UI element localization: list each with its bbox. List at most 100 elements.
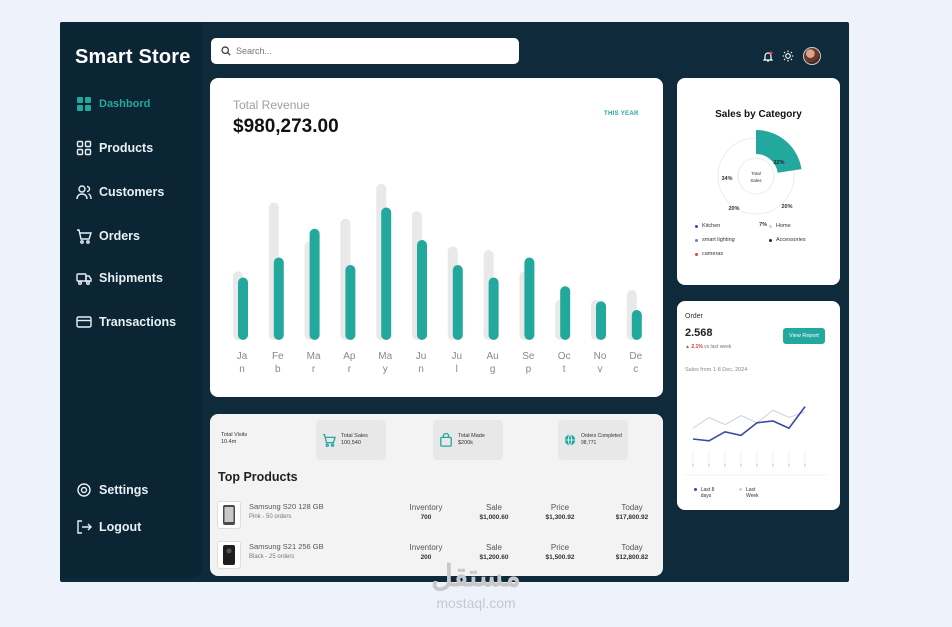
tick-mark bbox=[708, 464, 710, 466]
column-header: Price bbox=[550, 543, 570, 552]
app-window: Smart Store Dashbord Products Customers … bbox=[60, 22, 849, 582]
product-sub: Pink - 50 orders bbox=[249, 514, 292, 520]
gear-icon bbox=[77, 483, 91, 497]
sales-by-category-card: Sales by Category Total Sales 22% 20% 7% 20% 3… bbox=[677, 78, 840, 285]
stat-orders-completed[interactable]: Orders Completed 98,771 bbox=[558, 420, 628, 460]
month-label: Oc t bbox=[557, 351, 571, 375]
sidebar-item-customers[interactable]: Customers bbox=[76, 184, 164, 200]
search-icon bbox=[221, 46, 231, 56]
cart-icon bbox=[322, 434, 336, 447]
bar-this-year[interactable] bbox=[273, 257, 284, 341]
month-label: Ma r bbox=[306, 351, 321, 375]
table-row[interactable]: Samsung S20 128 GB Pink - 50 orders Inve… bbox=[210, 499, 663, 533]
month-label: Fe b bbox=[271, 351, 284, 375]
series-last-week bbox=[692, 409, 806, 429]
product-image bbox=[217, 541, 241, 569]
bar-this-year[interactable] bbox=[452, 265, 463, 340]
avatar[interactable] bbox=[803, 47, 821, 65]
column-header: Sale bbox=[485, 503, 502, 512]
stat-total-made[interactable]: Total Made $200k bbox=[433, 420, 503, 460]
legend-label: Home bbox=[776, 223, 791, 229]
bar-this-year[interactable] bbox=[238, 277, 248, 341]
col-inventory: Inventory 700 bbox=[396, 503, 456, 521]
bar-this-year[interactable] bbox=[596, 301, 606, 340]
column-header: Today bbox=[621, 543, 643, 552]
column-header: Inventory bbox=[409, 503, 443, 512]
order-card: Order 2.568 ▲ 2.1% vs last week View Rep… bbox=[677, 301, 840, 510]
product-image bbox=[217, 501, 241, 529]
order-range: Sales from 1-8 Dec, 2024 bbox=[685, 367, 748, 373]
stat-value: 98,771 bbox=[581, 440, 597, 446]
sidebar-item-dashboard[interactable]: Dashbord bbox=[76, 96, 150, 112]
change-text: vs last week bbox=[704, 344, 732, 350]
stat-label: Orders Completed bbox=[581, 433, 622, 439]
order-label: Order bbox=[685, 313, 703, 320]
cell-value: $12,800.82 bbox=[615, 554, 649, 561]
logout-icon bbox=[77, 520, 92, 534]
table-row[interactable]: Samsung S21 256 GB Black - 25 orders Inv… bbox=[210, 539, 663, 573]
bar-this-year[interactable] bbox=[524, 257, 535, 341]
stat-total-visits: Total Visits 10.4m bbox=[221, 432, 247, 446]
legend-label: Kitchen bbox=[702, 223, 721, 229]
order-change: ▲ 2.1% vs last week bbox=[685, 344, 732, 350]
watermark-latin: mostaql.com bbox=[436, 595, 516, 611]
bar-this-year[interactable] bbox=[560, 286, 571, 340]
search-bar[interactable] bbox=[211, 38, 519, 64]
view-report-button[interactable]: View Report bbox=[783, 328, 825, 344]
sidebar-item-settings[interactable]: Settings bbox=[76, 482, 148, 498]
cart-icon bbox=[77, 229, 92, 244]
stat-label: Total Sales bbox=[341, 433, 368, 439]
legend-label: Accessories bbox=[776, 237, 806, 243]
donut-center-label: Sales bbox=[750, 178, 762, 183]
bar-this-year[interactable] bbox=[417, 240, 427, 340]
legend-item: Kitchen bbox=[695, 223, 720, 229]
bar-this-year[interactable] bbox=[488, 277, 499, 341]
sidebar-item-transactions[interactable]: Transactions bbox=[76, 314, 176, 330]
bar-this-year[interactable] bbox=[631, 310, 642, 340]
sidebar-item-label: Orders bbox=[99, 229, 140, 243]
slice-label: 7% bbox=[759, 222, 767, 228]
stat-value: $200k bbox=[458, 440, 473, 446]
legend-swatch bbox=[695, 224, 698, 228]
revenue-value: $980,273.00 bbox=[233, 116, 339, 137]
tick-mark bbox=[804, 464, 806, 466]
dashboard-icon bbox=[77, 97, 91, 111]
truck-icon bbox=[76, 273, 92, 285]
donut-slice-highlight[interactable] bbox=[756, 130, 802, 173]
bar-this-year[interactable] bbox=[345, 265, 356, 340]
legend-swatch bbox=[694, 488, 697, 491]
legend-label: Last Week bbox=[745, 487, 759, 499]
legend-swatch bbox=[695, 252, 698, 256]
sidebar-item-logout[interactable]: Logout bbox=[76, 519, 141, 535]
stat-value: 10.4m bbox=[221, 439, 237, 445]
month-label: Ju n bbox=[415, 351, 427, 375]
slice-label: 20% bbox=[781, 204, 792, 210]
search-input[interactable] bbox=[236, 46, 496, 56]
sidebar-item-label: Customers bbox=[99, 185, 165, 199]
period-selector[interactable]: THIS YEAR bbox=[604, 111, 639, 117]
sidebar-item-shipments[interactable]: Shipments bbox=[76, 270, 163, 286]
tick-mark bbox=[788, 464, 790, 466]
bag-icon bbox=[440, 433, 452, 447]
stat-total-sales[interactable]: Total Sales 100,540 bbox=[316, 420, 386, 460]
tick-mark bbox=[772, 464, 774, 466]
column-header: Price bbox=[550, 503, 570, 512]
tick-mark bbox=[724, 464, 726, 466]
bar-this-year[interactable] bbox=[381, 207, 392, 341]
bar-this-year[interactable] bbox=[309, 228, 320, 340]
cell-value: 700 bbox=[420, 514, 432, 521]
sidebar-item-label: Products bbox=[99, 141, 154, 155]
bell-icon[interactable] bbox=[763, 51, 773, 62]
sun-icon[interactable] bbox=[782, 50, 794, 62]
legend-item: Accessories bbox=[769, 237, 806, 243]
tick-mark bbox=[756, 464, 758, 466]
sidebar-item-products[interactable]: Products bbox=[76, 140, 153, 156]
legend-label: cameras bbox=[702, 251, 724, 257]
legend-swatch bbox=[769, 224, 772, 228]
slice-label: 20% bbox=[728, 206, 739, 212]
donut-center-label: Total bbox=[751, 171, 761, 176]
sidebar-item-orders[interactable]: Orders bbox=[76, 228, 140, 244]
legend-item: Last Week bbox=[739, 487, 769, 499]
month-label: No v bbox=[593, 351, 607, 375]
app-title: Smart Store bbox=[75, 46, 191, 68]
